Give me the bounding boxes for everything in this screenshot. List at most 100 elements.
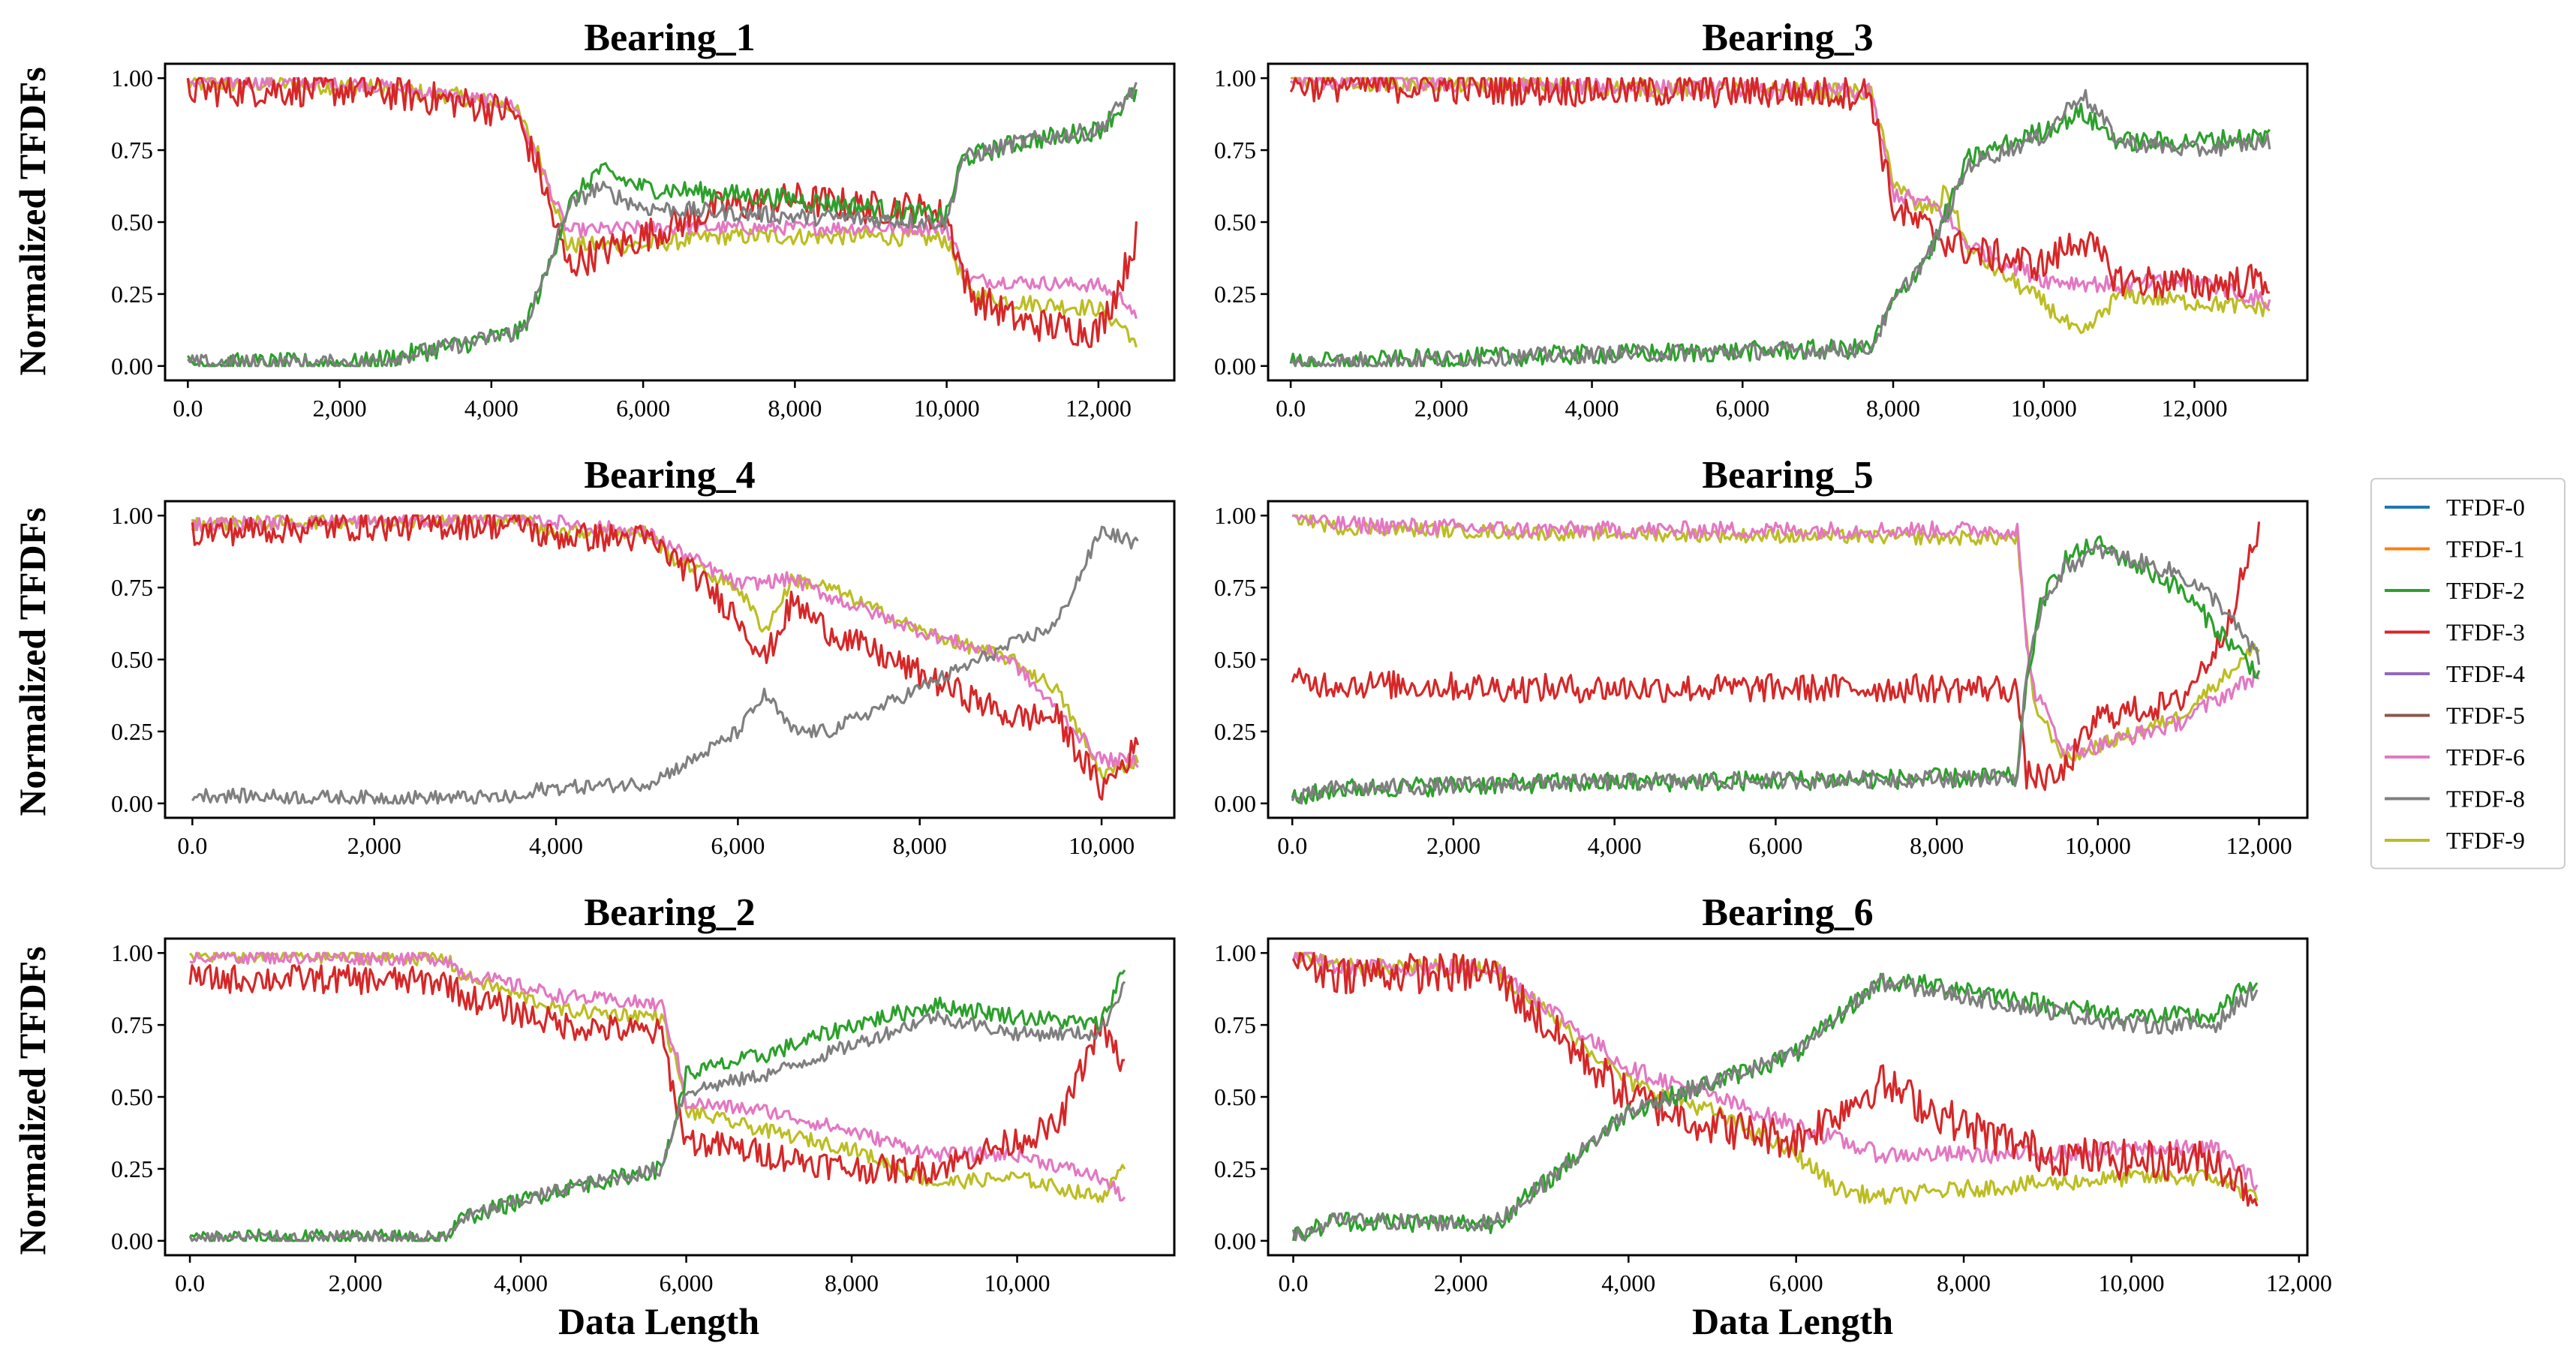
- plot-frame: [164, 500, 1176, 819]
- legend-label: TFDF-3: [2446, 619, 2525, 646]
- series-group: [186, 77, 1138, 368]
- chart-title: Bearing_4: [584, 454, 755, 497]
- y-tick-label: 0.75: [1214, 137, 1256, 164]
- x-axis-label-left: Data Length: [558, 1300, 759, 1342]
- series-group: [188, 951, 1126, 1242]
- x-tick-label: 2,000: [1426, 832, 1480, 859]
- x-tick-label: 6,000: [1715, 395, 1769, 422]
- plot-frame: [164, 62, 1176, 382]
- plot-frame: [1267, 62, 2309, 382]
- series-tfdf-2: [1289, 103, 2271, 368]
- x-tick-label: 8,000: [825, 1269, 879, 1296]
- series-tfdf-6: [1289, 77, 2271, 310]
- series-tfdf-9: [1291, 77, 2271, 335]
- y-tick-label: 1.00: [111, 939, 153, 966]
- y-tick-label: 0.25: [111, 1155, 153, 1182]
- panel-bearing_6: Bearing_6 0.00 0.25 0.50 0.75 1.00 0.0 2,000 4,0…: [1214, 891, 2332, 1296]
- series-tfdf-2: [1291, 972, 2259, 1242]
- x-tick-label: 2,000: [1414, 395, 1468, 422]
- panel-bearing_3: Bearing_3 0.00 0.25 0.50 0.75 1.00 0.0 2,000 4,0…: [1214, 17, 2309, 422]
- y-tick-label: 0.25: [111, 718, 153, 745]
- x-tick-label: 2,000: [313, 395, 367, 422]
- x-tick-label: 0.0: [175, 1269, 205, 1296]
- y-tick-label: 1.00: [111, 502, 153, 529]
- series-tfdf-2: [186, 87, 1138, 368]
- series-tfdf-2: [189, 969, 1126, 1242]
- x-tick-label: 4,000: [529, 832, 583, 859]
- x-tick-label: 8,000: [1910, 832, 1964, 859]
- y-tick-label: 0.00: [1214, 790, 1256, 817]
- plot-frame: [1267, 500, 2309, 819]
- legend-label: TFDF-4: [2446, 660, 2525, 687]
- y-tick-label: 0.75: [1214, 574, 1256, 601]
- x-tick-label: 0.0: [1276, 395, 1306, 422]
- series-tfdf-3: [186, 77, 1138, 348]
- x-tick-label: 4,000: [1601, 1269, 1655, 1296]
- x-tick-label: 8,000: [1866, 395, 1920, 422]
- legend-label: TFDF-0: [2446, 494, 2525, 521]
- x-tick-label: 6,000: [616, 395, 670, 422]
- y-tick-label: 1.00: [1214, 65, 1256, 92]
- chart-title: Bearing_2: [584, 891, 755, 934]
- x-tick-label: 6,000: [711, 832, 765, 859]
- y-tick-label: 0.00: [111, 790, 153, 817]
- y-tick-label: 0.50: [111, 1083, 153, 1110]
- x-tick-label: 10,000: [1069, 832, 1135, 859]
- x-tick-label: 10,000: [984, 1269, 1051, 1296]
- legend-label: TFDF-9: [2446, 827, 2525, 854]
- series-tfdf-6: [186, 77, 1138, 320]
- x-tick-label: 4,000: [464, 395, 519, 422]
- y-tick-label: 0.00: [1214, 1227, 1256, 1254]
- x-tick-label: 10,000: [2065, 832, 2131, 859]
- plot-frame: [164, 937, 1176, 1257]
- x-tick-label: 12,000: [2266, 1269, 2332, 1296]
- x-tick-label: 8,000: [768, 395, 822, 422]
- x-tick-label: 0.0: [1277, 832, 1307, 859]
- x-tick-label: 12,000: [2226, 832, 2292, 859]
- y-tick-label: 1.00: [1214, 939, 1256, 966]
- y-tick-label: 0.00: [1214, 353, 1256, 380]
- series-tfdf-9: [186, 77, 1138, 348]
- y-tick-label: 0.50: [1214, 1083, 1256, 1110]
- panel-bearing_4: Bearing_4 0.00 0.25 0.50 0.75 1.00 0.0 2,000 4,0…: [111, 454, 1176, 859]
- x-tick-label: 0.0: [173, 395, 203, 422]
- x-tick-label: 10,000: [914, 395, 980, 422]
- series-tfdf-3: [1289, 77, 2270, 302]
- legend: TFDF-0 TFDF-1 TFDF-2 TFDF-3 TFDF-4 TFDF-5 TFDF…: [2370, 478, 2565, 870]
- y-tick-label: 0.50: [111, 209, 153, 236]
- x-axis-label-right: Data Length: [1692, 1300, 1893, 1342]
- x-tick-label: 8,000: [893, 832, 947, 859]
- legend-label: TFDF-6: [2446, 744, 2525, 771]
- series-group: [1291, 951, 2259, 1242]
- y-tick-label: 0.50: [1214, 646, 1256, 673]
- x-tick-label: 10,000: [2098, 1269, 2164, 1296]
- y-tick-label: 1.00: [111, 65, 153, 92]
- x-tick-label: 2,000: [329, 1269, 383, 1296]
- plot-frame: [1267, 937, 2309, 1257]
- x-tick-label: 2,000: [1434, 1269, 1488, 1296]
- chart-title: Bearing_5: [1702, 454, 1873, 497]
- series-tfdf-3: [188, 964, 1125, 1185]
- legend-label: TFDF-2: [2446, 577, 2525, 604]
- y-axis-label-middle: Normalized TFDFs: [11, 507, 53, 816]
- x-tick-label: 6,000: [1769, 1269, 1823, 1296]
- x-tick-label: 10,000: [2011, 395, 2077, 422]
- x-tick-label: 12,000: [1066, 395, 1132, 422]
- y-tick-label: 0.50: [111, 646, 153, 673]
- y-tick-label: 0.25: [1214, 281, 1256, 308]
- series-tfdf-8: [188, 981, 1126, 1242]
- y-tick-label: 0.50: [1214, 209, 1256, 236]
- y-tick-label: 0.75: [111, 574, 153, 601]
- series-tfdf-6: [189, 951, 1126, 1202]
- legend-label: TFDF-8: [2446, 786, 2525, 813]
- series-tfdf-6: [1291, 514, 2260, 759]
- x-tick-label: 0.0: [177, 832, 207, 859]
- y-tick-label: 0.25: [111, 281, 153, 308]
- panel-bearing_5: Bearing_5 0.00 0.25 0.50 0.75 1.00 0.0 2,000 4,0…: [1214, 454, 2309, 859]
- y-axis-label-top: Normalized TFDFs: [11, 67, 53, 376]
- series-tfdf-8: [191, 525, 1139, 805]
- series-tfdf-8: [1291, 542, 2261, 805]
- x-tick-label: 2,000: [347, 832, 401, 859]
- x-tick-label: 4,000: [1565, 395, 1619, 422]
